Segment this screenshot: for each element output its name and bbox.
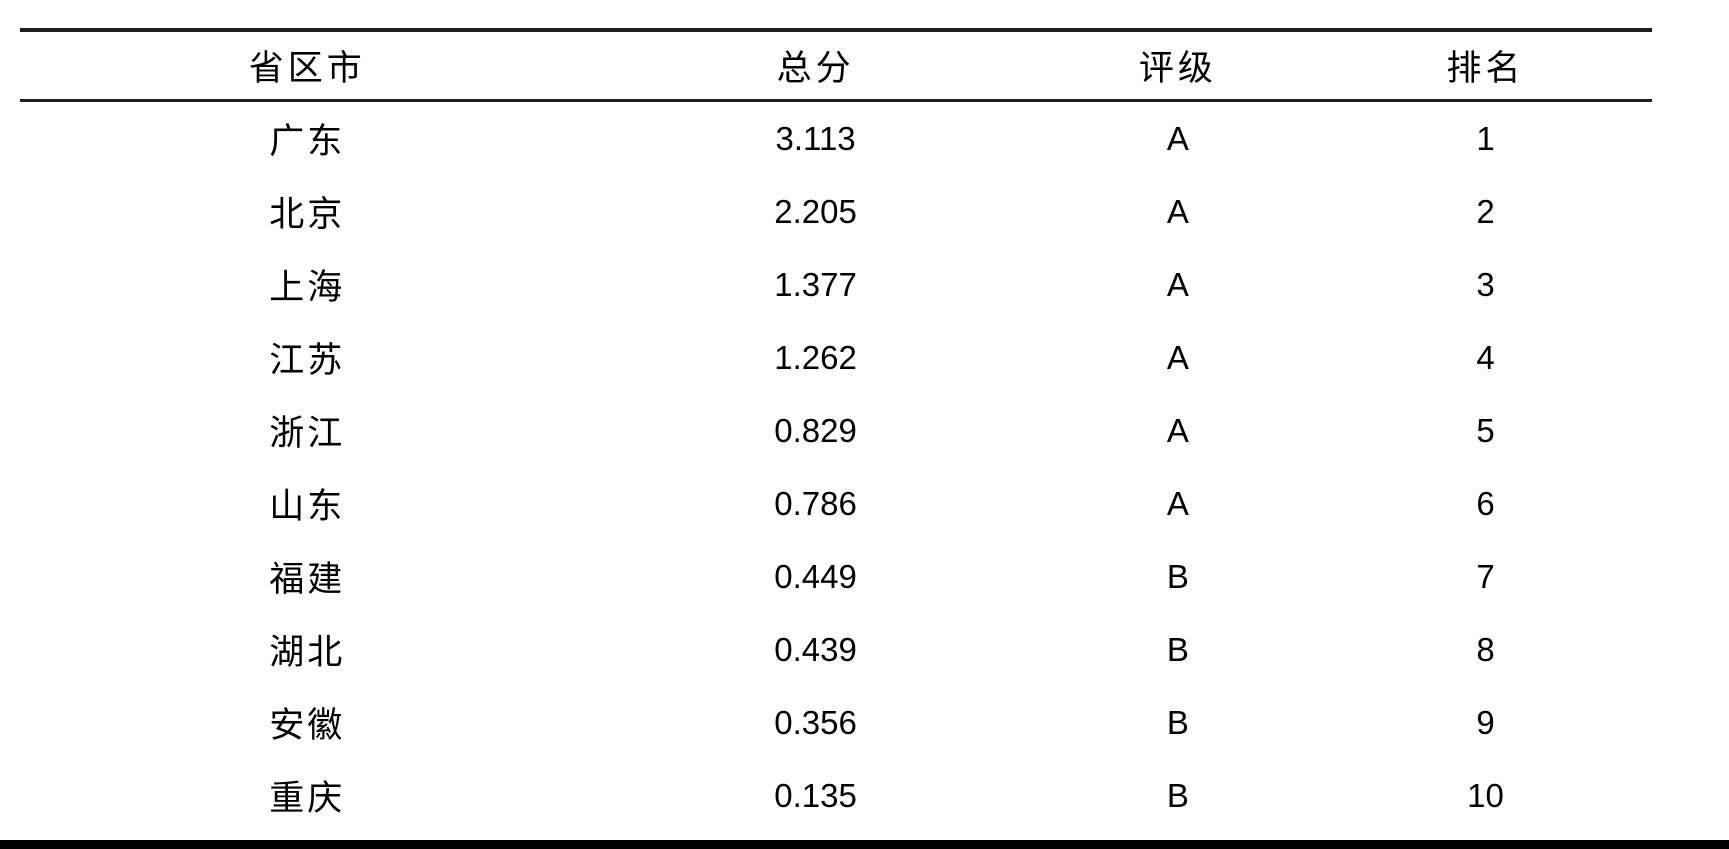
cell-score: 1.262 bbox=[774, 338, 857, 376]
document-page-table-area: 省区市 总分 评级 排名 广东 3.113 A 1 北京 2.205 A 2 上海 1.377 A 3… bbox=[20, 28, 1652, 832]
cell-grade: A bbox=[1166, 192, 1189, 230]
cell-grade: A bbox=[1166, 265, 1189, 303]
cell-region: 山东 bbox=[269, 487, 346, 526]
cell-region: 浙江 bbox=[269, 414, 346, 453]
cell-score: 0.786 bbox=[774, 484, 857, 522]
cell-rank: 7 bbox=[1476, 557, 1495, 595]
province-ranking-table: 省区市 总分 评级 排名 广东 3.113 A 1 北京 2.205 A 2 上海 1.377 A 3… bbox=[20, 28, 1652, 832]
cell-rank: 2 bbox=[1476, 192, 1495, 230]
cell-score: 0.135 bbox=[774, 776, 857, 814]
table-body: 广东 3.113 A 1 北京 2.205 A 2 上海 1.377 A 3 江苏 1.262 A 4 浙江 0.… bbox=[20, 101, 1652, 833]
column-header-score: 总分 bbox=[776, 49, 855, 88]
table-row: 北京 2.205 A 2 bbox=[20, 175, 1652, 248]
table-row: 广东 3.113 A 1 bbox=[20, 101, 1652, 176]
cell-rank: 5 bbox=[1476, 411, 1495, 449]
cell-score: 0.449 bbox=[774, 557, 857, 595]
cell-region: 江苏 bbox=[269, 341, 346, 380]
cell-rank: 1 bbox=[1476, 119, 1495, 157]
table-row: 重庆 0.135 B 10 bbox=[20, 759, 1652, 832]
table-row: 浙江 0.829 A 5 bbox=[20, 394, 1652, 467]
table-row: 山东 0.786 A 6 bbox=[20, 467, 1652, 540]
table-row: 福建 0.449 B 7 bbox=[20, 540, 1652, 613]
table-header-row: 省区市 总分 评级 排名 bbox=[20, 30, 1652, 101]
cell-grade: A bbox=[1166, 411, 1189, 449]
column-header-grade: 评级 bbox=[1138, 49, 1217, 88]
cell-grade: B bbox=[1166, 703, 1189, 741]
cell-region: 安徽 bbox=[269, 706, 346, 745]
cell-grade: A bbox=[1166, 338, 1189, 376]
cell-region: 重庆 bbox=[269, 779, 346, 818]
cell-rank: 4 bbox=[1476, 338, 1495, 376]
cell-region: 上海 bbox=[269, 268, 346, 307]
table-row: 上海 1.377 A 3 bbox=[20, 248, 1652, 321]
column-header-region: 省区市 bbox=[248, 49, 366, 88]
table-row: 湖北 0.439 B 8 bbox=[20, 613, 1652, 686]
cell-rank: 3 bbox=[1476, 265, 1495, 303]
cell-score: 0.829 bbox=[774, 411, 857, 449]
cell-region: 湖北 bbox=[269, 633, 346, 672]
table-row: 安徽 0.356 B 9 bbox=[20, 686, 1652, 759]
cell-grade: B bbox=[1166, 557, 1189, 595]
cell-score: 3.113 bbox=[775, 119, 856, 157]
table-row: 江苏 1.262 A 4 bbox=[20, 321, 1652, 394]
cell-region: 北京 bbox=[269, 195, 346, 234]
bottom-border-rule bbox=[0, 840, 1729, 849]
cell-grade: A bbox=[1166, 119, 1189, 157]
cell-score: 0.356 bbox=[774, 703, 857, 741]
cell-region: 福建 bbox=[269, 560, 346, 599]
cell-score: 0.439 bbox=[774, 630, 857, 668]
cell-grade: B bbox=[1166, 776, 1189, 814]
cell-rank: 6 bbox=[1476, 484, 1495, 522]
cell-rank: 8 bbox=[1476, 630, 1495, 668]
cell-score: 2.205 bbox=[774, 192, 857, 230]
cell-grade: B bbox=[1166, 630, 1189, 668]
cell-rank: 10 bbox=[1467, 776, 1504, 814]
cell-grade: A bbox=[1166, 484, 1189, 522]
cell-region: 广东 bbox=[269, 122, 346, 161]
cell-score: 1.377 bbox=[774, 265, 857, 303]
column-header-rank: 排名 bbox=[1446, 49, 1525, 88]
cell-rank: 9 bbox=[1476, 703, 1495, 741]
